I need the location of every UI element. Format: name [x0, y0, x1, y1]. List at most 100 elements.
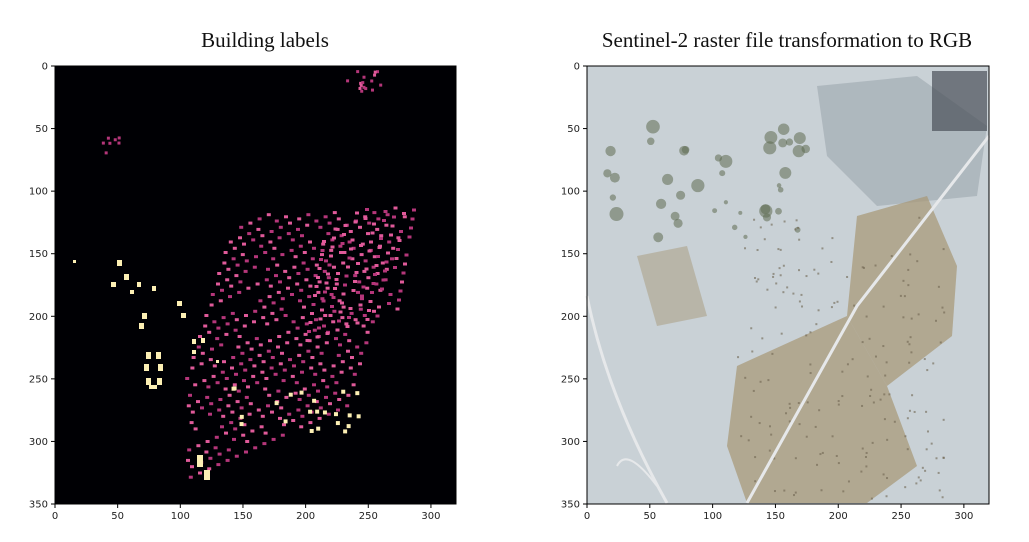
building-mark [199, 362, 204, 366]
urban-texture [772, 275, 775, 278]
building-mark [332, 309, 337, 313]
building-mark [355, 211, 359, 215]
urban-texture [758, 422, 761, 425]
building-mark [204, 450, 209, 454]
urban-texture [939, 341, 942, 344]
building-mark [402, 215, 407, 219]
building-mark [142, 313, 147, 319]
vegetation-patch [775, 207, 782, 215]
x-tick-label: 50 [643, 511, 656, 522]
building-mark [224, 431, 228, 435]
building-mark [248, 358, 253, 362]
building-mark [339, 370, 344, 374]
building-mark [274, 401, 279, 406]
y-tick-label: 250 [29, 374, 48, 385]
building-mark [177, 301, 182, 306]
building-mark [334, 278, 339, 281]
building-mark [344, 274, 349, 278]
urban-texture [846, 275, 849, 278]
road [616, 458, 658, 487]
building-mark [361, 324, 366, 328]
building-mark [313, 294, 317, 297]
building-mark [359, 81, 363, 85]
building-mark [375, 314, 380, 318]
urban-texture [782, 264, 785, 267]
building-mark [343, 429, 348, 434]
building-mark [302, 251, 307, 254]
chart-title: Sentinel-2 raster file transformation to… [601, 28, 973, 52]
building-mark [267, 393, 272, 397]
building-mark [231, 257, 236, 261]
building-mark [305, 223, 310, 227]
vegetation-patch [719, 154, 733, 168]
x-tick-label: 300 [954, 511, 973, 522]
building-mark [204, 470, 210, 480]
building-mark [361, 285, 366, 289]
x-tick-label: 300 [421, 511, 440, 522]
building-mark [247, 412, 252, 416]
building-mark [348, 366, 353, 370]
building-mark [207, 330, 212, 334]
building-mark [338, 343, 342, 347]
building-mark [269, 230, 274, 233]
urban-texture [768, 449, 771, 452]
vegetation-patch [691, 178, 705, 193]
urban-texture [908, 343, 911, 346]
building-mark [285, 341, 290, 345]
building-mark [117, 136, 121, 140]
plot-frame [586, 65, 990, 505]
building-mark [157, 378, 162, 385]
building-mark [257, 353, 262, 357]
building-mark [358, 225, 362, 229]
building-mark [237, 335, 242, 338]
building-mark [189, 421, 194, 425]
building-mark [310, 312, 314, 315]
building-mark [333, 287, 337, 290]
building-mark [233, 427, 238, 431]
building-mark [186, 458, 190, 462]
building-mark [287, 412, 292, 416]
building-mark [186, 404, 191, 408]
building-mark [308, 321, 313, 324]
building-mark [353, 318, 358, 322]
vegetation-patch [655, 198, 667, 210]
urban-texture [886, 438, 889, 441]
building-mark [283, 314, 288, 317]
building-mark [231, 386, 236, 391]
vegetation-patch [673, 218, 683, 228]
building-mark [288, 392, 293, 397]
urban-texture [909, 253, 912, 256]
urban-texture [752, 389, 755, 392]
building-mark [209, 303, 214, 307]
building-mark [376, 255, 380, 258]
building-mark [242, 423, 247, 427]
building-mark [228, 295, 232, 299]
urban-texture [767, 379, 770, 382]
building-mark [377, 305, 381, 309]
urban-texture [861, 447, 864, 450]
y-tick-label: 200 [561, 312, 580, 323]
building-mark [312, 246, 316, 250]
building-mark [359, 244, 363, 247]
building-mark [295, 326, 300, 330]
y-tick-label: 350 [561, 500, 580, 511]
urban-texture [886, 477, 889, 480]
building-mark [379, 237, 383, 240]
building-mark [362, 314, 367, 317]
x-tick-label: 50 [111, 511, 124, 522]
x-tick-label: 250 [359, 511, 378, 522]
building-mark [299, 390, 304, 395]
building-mark [391, 246, 396, 250]
building-mark [130, 290, 134, 294]
building-mark [381, 278, 386, 282]
building-mark [266, 404, 270, 408]
building-mark [201, 338, 205, 343]
urban-texture [842, 490, 845, 493]
y-tick-label: 300 [561, 437, 580, 448]
building-mark [351, 289, 356, 292]
building-mark [315, 335, 320, 339]
building-mark [146, 352, 151, 359]
building-mark [230, 366, 234, 370]
urban-texture [819, 453, 822, 456]
building-mark [342, 233, 346, 236]
